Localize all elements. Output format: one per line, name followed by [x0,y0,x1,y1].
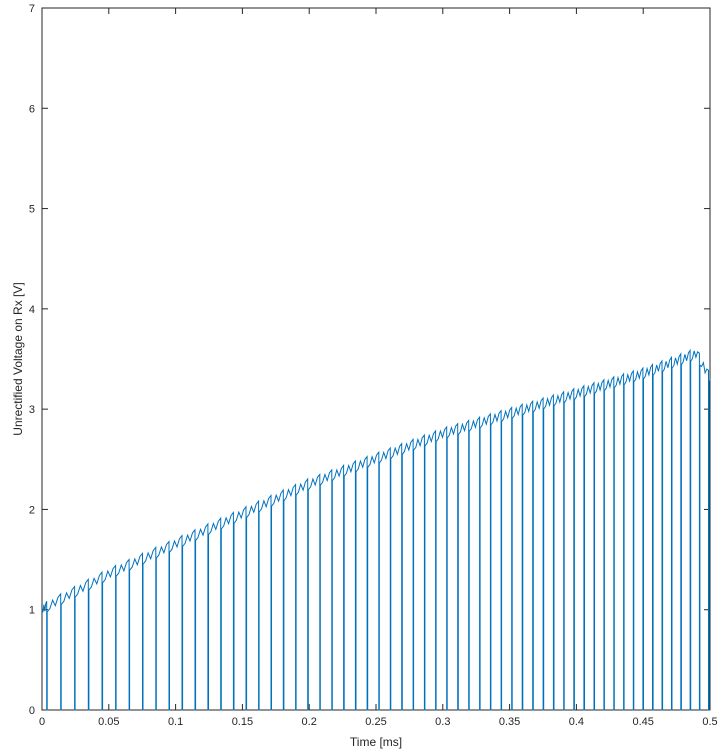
y-tick-label: 1 [29,605,35,617]
y-tick-label: 6 [29,103,35,115]
y-tick-label: 5 [29,204,35,216]
x-tick-label: 0.05 [98,716,119,728]
x-tick-label: 0 [39,716,45,728]
y-tick-label: 3 [29,404,35,416]
x-tick-label: 0.3 [435,716,450,728]
y-tick-label: 7 [29,3,35,15]
x-tick-label: 0.1 [168,716,183,728]
x-axis: 0 0.05 0.1 0.15 0.2 0.25 0.3 0.35 0.4 0.45 0.5 [39,8,718,728]
x-tick-label: 0.25 [365,716,386,728]
plot-area [41,7,711,711]
x-tick-label: 0.2 [302,716,317,728]
x-tick-label: 0.4 [569,716,584,728]
series-line [41,348,711,711]
x-tick-label: 0.35 [499,716,520,728]
y-tick-label: 0 [29,705,35,717]
x-tick-label: 0.15 [232,716,253,728]
x-tick-label: 0.45 [632,716,653,728]
x-tick-label: 0.5 [702,716,717,728]
y-tick-label: 4 [29,304,35,316]
x-axis-label: Time [ms] [350,735,402,749]
y-axis-label: Unrectified Voltage on Rx [V] [11,282,25,435]
y-tick-label: 2 [29,504,35,516]
